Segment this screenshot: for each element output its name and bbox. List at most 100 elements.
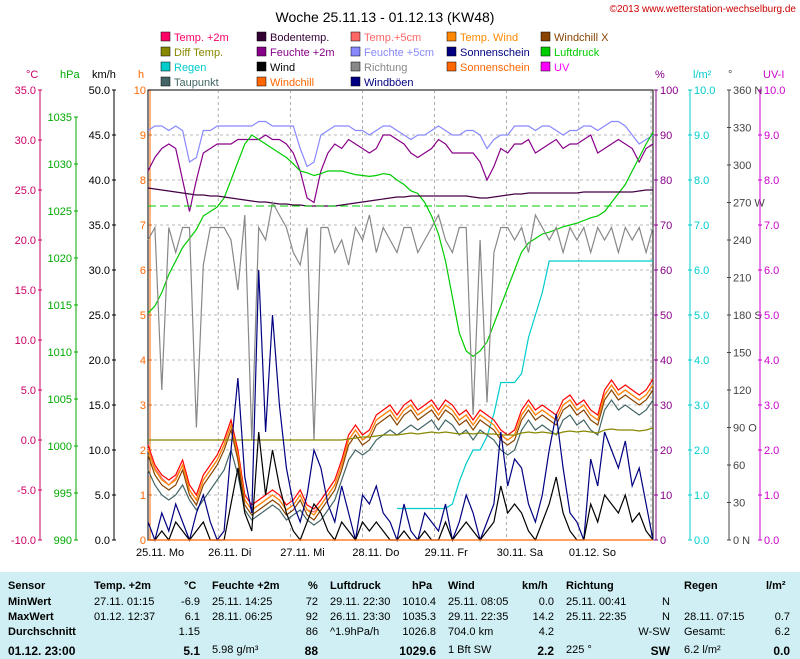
legend-swatch xyxy=(446,31,457,42)
stats-cell-wind-time: 1 Bft SW xyxy=(448,644,492,656)
axis-tick-press: 1035 xyxy=(48,112,72,124)
chart-title: Woche 25.11.13 - 01.12.13 (KW48) xyxy=(276,9,495,25)
stats-cell-temp-time: 01.12. 12:37 xyxy=(94,611,156,623)
axis-tick-rain: 1.0 xyxy=(694,490,709,502)
axis-tick-hum: 30 xyxy=(660,400,672,412)
axis-tick-temp: -5.0 xyxy=(17,485,36,497)
x-axis-label: 26.11. Di xyxy=(208,547,251,559)
stats-cell-rain-time: Gesamt: xyxy=(684,626,726,638)
axis-tick-hum: 0 xyxy=(660,535,666,547)
series-line xyxy=(147,378,654,510)
axis-tick-rain: 0.0 xyxy=(694,535,709,547)
stats-cell-dir: W-SW xyxy=(638,626,670,638)
axis-tick-sun: 8 xyxy=(140,175,146,187)
axis-tick-press: 1030 xyxy=(48,159,72,171)
axis-tick-temp: 30.0 xyxy=(15,135,36,147)
legend-swatch xyxy=(350,61,361,72)
stats-cell-temp: 6.1 xyxy=(184,611,200,623)
stats-cell-rain: 6.2 xyxy=(774,626,790,638)
axis-tick-dir: 30 xyxy=(733,498,745,510)
axis-tick-dir: 180 S xyxy=(733,310,762,322)
axis-tick-press: 1020 xyxy=(48,253,72,265)
chart-legend: Temp. +2m Bodentemp. Temp.+5cm Temp. Wind Wi… xyxy=(160,31,609,89)
axis-tick-sun: 3 xyxy=(140,400,146,412)
chart-grid xyxy=(148,90,653,540)
legend-label: Temp. +2m xyxy=(174,32,229,44)
series-line xyxy=(147,120,654,168)
x-axis-label: 01.12. So xyxy=(569,547,616,559)
axis-tick-wind: 25.0 xyxy=(89,310,110,322)
axis-tick-dir: 60 xyxy=(733,460,745,472)
stats-cell-press-time: ^1.9hPa/h xyxy=(330,626,380,638)
series-line xyxy=(397,260,653,510)
stats-table: Sensor Temp. +2m °C Feuchte +2m % Luftdr… xyxy=(0,572,800,659)
legend-swatch xyxy=(350,31,361,42)
axis-tick-rain: 10.0 xyxy=(694,85,715,97)
stats-cell-dir: SW xyxy=(650,644,670,658)
axis-tick-wind: 50.0 xyxy=(89,85,110,97)
axis-tick-dir: 0 N xyxy=(733,535,750,547)
axis-tick-uv: 3.0 xyxy=(764,400,779,412)
legend-label: Luftdruck xyxy=(554,47,600,59)
stats-cell-wind-time: 25.11. 08:05 xyxy=(448,596,509,608)
stats-cell-temp: -6.9 xyxy=(181,596,200,608)
stats-cell-label: MinWert xyxy=(8,596,52,608)
axis-unit-hum: % xyxy=(655,69,665,81)
axis-tick-rain: 2.0 xyxy=(694,445,709,457)
chart-series xyxy=(147,120,654,543)
chart-axes: °C35.030.025.020.015.010.05.00.0-5.0-10.… xyxy=(11,69,786,547)
axis-tick-wind: 40.0 xyxy=(89,175,110,187)
legend-label: Diff Temp. xyxy=(174,47,223,59)
legend-swatch xyxy=(540,31,551,42)
legend-label: Feuchte +5cm xyxy=(364,47,434,59)
legend-label: Feuchte +2m xyxy=(270,47,335,59)
stats-cell-press: 1026.8 xyxy=(402,626,436,638)
axis-tick-temp: 0.0 xyxy=(21,435,36,447)
axis-tick-press: 1015 xyxy=(48,300,72,312)
axis-tick-temp: 15.0 xyxy=(15,285,36,297)
series-line xyxy=(147,131,654,358)
axis-tick-rain: 7.0 xyxy=(694,220,709,232)
axis-unit-rain: l/m² xyxy=(693,69,712,81)
axis-tick-temp: 25.0 xyxy=(15,185,36,197)
axis-tick-wind: 20.0 xyxy=(89,355,110,367)
axis-tick-dir: 360 N xyxy=(733,85,762,97)
axis-unit-press: hPa xyxy=(60,69,80,81)
axis-tick-rain: 9.0 xyxy=(694,130,709,142)
stats-cell-wind: 14.2 xyxy=(532,611,554,623)
stats-cell-hum: 72 xyxy=(305,596,318,608)
stats-header-press: Luftdruck xyxy=(330,580,381,592)
axis-tick-wind: 10.0 xyxy=(89,445,110,457)
axis-tick-rain: 4.0 xyxy=(694,355,709,367)
axis-tick-dir: 300 xyxy=(733,160,751,172)
axis-tick-sun: 4 xyxy=(140,355,146,367)
axis-tick-temp: -10.0 xyxy=(11,535,36,547)
stats-cell-dir-time: 25.11. 22:35 xyxy=(566,611,627,623)
stats-header-wind: Wind xyxy=(448,580,475,592)
legend-swatch xyxy=(540,61,551,72)
x-axis-label: 29.11. Fr xyxy=(425,547,469,559)
x-axis-labels: 25.11. Mo 26.11. Di 27.11. Mi 28.11. Do 29.1… xyxy=(136,547,616,559)
axis-tick-sun: 7 xyxy=(140,220,146,232)
stats-cell-hum: 86 xyxy=(305,626,318,638)
axis-tick-sun: 2 xyxy=(140,445,146,457)
legend-swatch xyxy=(160,76,171,87)
stats-cell-press-time: 26.11. 23:30 xyxy=(330,611,391,623)
stats-cell-dir: N xyxy=(662,596,670,608)
axis-tick-dir: 210 xyxy=(733,273,751,285)
axis-tick-uv: 9.0 xyxy=(764,130,779,142)
axis-tick-uv: 6.0 xyxy=(764,265,779,277)
axis-tick-wind: 35.0 xyxy=(89,220,110,232)
axis-tick-press: 1000 xyxy=(48,441,72,453)
x-axis-label: 28.11. Do xyxy=(352,547,399,559)
axis-tick-press: 995 xyxy=(54,488,72,500)
axis-tick-dir: 90 O xyxy=(733,423,757,435)
axis-tick-press: 1005 xyxy=(48,394,72,406)
axis-tick-press: 990 xyxy=(54,535,72,547)
legend-label: Regen xyxy=(174,62,206,74)
legend-swatch xyxy=(160,31,171,42)
legend-swatch xyxy=(350,46,361,57)
axis-tick-wind: 5.0 xyxy=(95,490,110,502)
series-line xyxy=(147,134,654,212)
legend-swatch xyxy=(256,61,267,72)
